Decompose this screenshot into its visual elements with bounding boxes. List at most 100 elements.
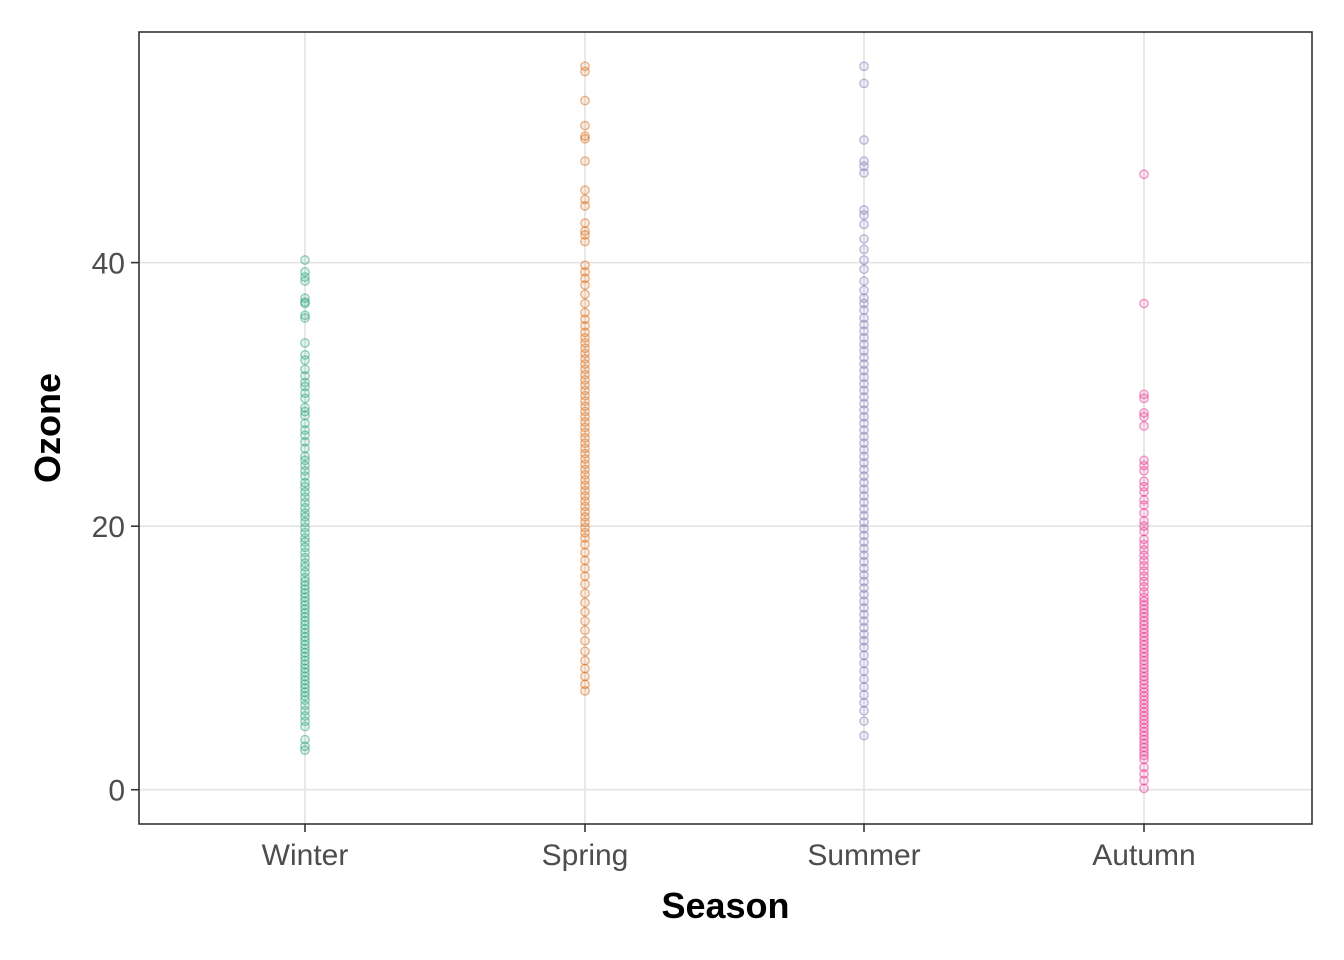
data-point-spring [580, 443, 590, 454]
data-point-summer [859, 609, 869, 620]
data-point-summer [859, 471, 869, 481]
data-point-autumn [1139, 521, 1149, 532]
data-point-winter [300, 635, 310, 646]
data-point-summer [859, 425, 869, 435]
data-point-winter [300, 443, 310, 454]
data-point-autumn [1139, 587, 1149, 597]
data-point-winter [300, 255, 310, 265]
data-point-summer [859, 405, 869, 416]
data-point-autumn [1139, 487, 1149, 497]
data-point-spring [580, 230, 590, 240]
data-point-winter [300, 695, 310, 706]
data-point-autumn [1139, 635, 1149, 646]
data-point-summer [859, 392, 869, 402]
data-point-winter [300, 562, 310, 572]
gridlines [139, 32, 1312, 824]
data-point-spring [580, 401, 590, 412]
data-point-winter [300, 596, 310, 607]
data-point-spring [580, 490, 590, 501]
data-point-winter [300, 705, 310, 716]
data-point-summer [859, 530, 869, 541]
data-point-winter [300, 338, 310, 348]
data-point-summer [859, 385, 869, 396]
data-point-winter [300, 522, 310, 533]
data-point-spring [580, 527, 590, 538]
data-point-spring [580, 533, 590, 543]
data-point-winter [300, 576, 310, 587]
data-point-summer [859, 689, 869, 700]
data-point-autumn [1139, 742, 1149, 753]
data-point-autumn [1139, 526, 1149, 537]
data-point-summer [859, 616, 869, 626]
x-tick-label: Summer [807, 839, 920, 872]
data-point-summer [859, 298, 869, 309]
data-point-winter [300, 608, 310, 619]
data-point-autumn [1139, 534, 1149, 545]
data-point-spring [580, 406, 590, 417]
data-point-summer [859, 510, 869, 521]
data-point-spring [580, 417, 590, 427]
data-point-summer [859, 346, 869, 356]
data-point-summer [859, 168, 869, 178]
data-point-winter [300, 502, 310, 513]
data-point-spring [580, 501, 590, 512]
data-point-winter [300, 547, 310, 558]
data-point-winter [300, 527, 310, 538]
data-point-winter [300, 537, 310, 547]
data-point-summer [859, 635, 869, 646]
data-point-autumn [1139, 643, 1149, 654]
data-point-spring [580, 364, 590, 375]
data-point-winter [300, 517, 310, 528]
data-point-winter [300, 298, 310, 309]
data-point-autumn [1139, 769, 1149, 779]
data-point-winter [300, 451, 310, 462]
data-point-winter [300, 612, 310, 623]
data-point-autumn [1139, 639, 1149, 650]
data-point-autumn [1139, 608, 1149, 619]
data-point-summer [859, 458, 869, 468]
data-point-summer [859, 244, 869, 255]
data-point-autumn [1139, 707, 1149, 717]
data-point-winter [300, 471, 310, 481]
data-point-spring [580, 517, 590, 528]
data-point-winter [300, 567, 310, 578]
data-point-winter [300, 313, 310, 323]
data-point-autumn [1139, 566, 1149, 576]
data-point-autumn [1139, 687, 1149, 698]
data-point-winter [300, 364, 310, 375]
data-point-autumn [1139, 571, 1149, 582]
data-point-summer [859, 305, 869, 315]
data-point-autumn [1139, 612, 1149, 623]
data-point-spring [580, 120, 590, 131]
data-point-winter [300, 588, 310, 599]
data-point-spring [580, 432, 590, 443]
data-point-spring [580, 496, 590, 507]
data-point-summer [859, 543, 869, 554]
data-point-winter [300, 572, 310, 583]
data-point-autumn [1139, 411, 1149, 422]
data-point-winter [300, 455, 310, 466]
data-point-autumn [1139, 576, 1149, 587]
data-point-winter [300, 745, 310, 756]
data-point-spring [580, 686, 590, 696]
data-point-summer [859, 438, 869, 449]
data-point-winter [300, 508, 310, 518]
data-point-autumn [1139, 738, 1149, 749]
data-point-autumn [1139, 550, 1149, 561]
data-point-winter [300, 628, 310, 638]
data-point-spring [580, 438, 590, 449]
data-point-summer [859, 418, 869, 429]
data-point-autumn [1139, 750, 1149, 761]
y-axis-title: Ozone [27, 373, 68, 483]
data-point-winter [300, 700, 310, 711]
data-point-winter [300, 276, 310, 286]
data-point-winter [300, 266, 310, 277]
data-point-spring [580, 422, 590, 433]
data-point-summer [859, 359, 869, 369]
data-point-winter [300, 552, 310, 563]
data-point-autumn [1139, 539, 1149, 550]
data-point-summer [859, 674, 869, 684]
data-point-autumn [1139, 746, 1149, 757]
data-point-summer [859, 431, 869, 442]
